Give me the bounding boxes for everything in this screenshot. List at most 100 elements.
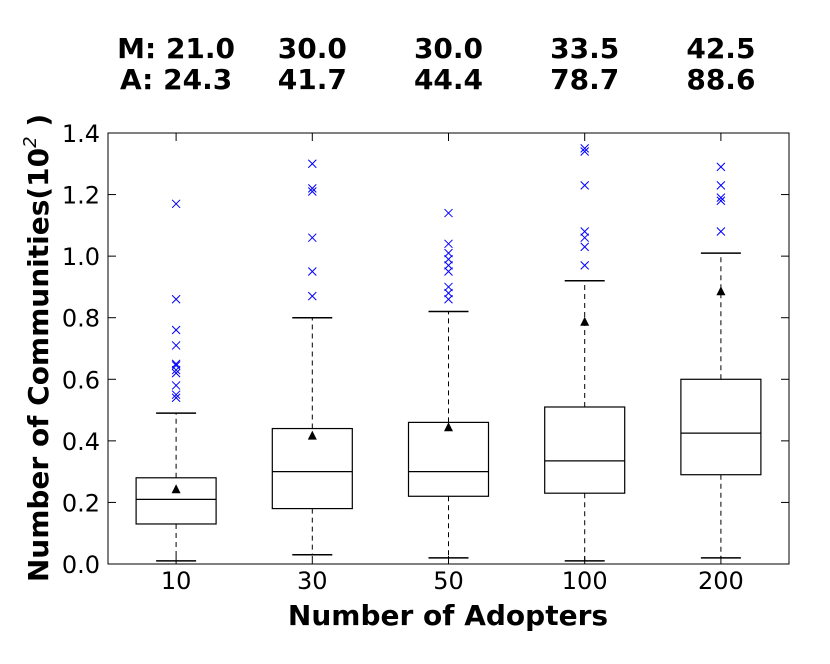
outlier-stroke [580, 144, 590, 153]
outlier-point [716, 193, 726, 203]
y-axis: 0.0 0.2 0.4 0.6 0.8 1.0 1.2 1.4 [62, 120, 789, 579]
outlier-point [580, 180, 590, 190]
outlier-stroke [307, 267, 317, 276]
outlier-point [580, 242, 590, 252]
x-axis: 10 30 50 100 200 [161, 133, 744, 595]
outlier-point [444, 288, 453, 298]
outlier-stroke [716, 193, 726, 203]
outlier-point [444, 282, 453, 292]
median-stat-label: 42.5 [686, 32, 755, 65]
outlier-point [171, 368, 181, 378]
box-10 [135, 199, 217, 562]
x-tick-label: 10 [161, 567, 192, 595]
y-axis-label-exponent: 2 [20, 136, 41, 147]
outlier-point [444, 208, 453, 218]
outlier-stroke [171, 294, 181, 304]
mean-stat-label: 41.7 [278, 63, 347, 96]
outlier-stroke [716, 196, 726, 206]
outlier-stroke [444, 239, 453, 249]
outlier-point [171, 390, 181, 400]
outlier-point [307, 233, 317, 243]
x-tick-label: 30 [297, 567, 328, 595]
outlier-stroke [171, 393, 181, 403]
y-axis-label: Number of Communities(102 ) [20, 114, 55, 582]
outlier-point [171, 359, 181, 369]
box-iqr [271, 427, 353, 510]
outlier-stroke [171, 390, 181, 400]
x-tick-label: 100 [562, 567, 608, 595]
outlier-point [716, 196, 726, 206]
outlier-stroke [171, 368, 181, 378]
outlier-stroke [171, 325, 181, 335]
box-series [135, 144, 762, 562]
outlier-stroke [580, 242, 590, 252]
outlier-stroke [716, 180, 726, 190]
box-100 [544, 144, 626, 562]
outlier-point [444, 248, 453, 258]
outlier-point [716, 162, 726, 172]
outlier-point [171, 199, 181, 209]
mean-stat-label: 44.4 [414, 63, 483, 96]
median-stat-label: 30.0 [278, 32, 347, 65]
median-stat-label: 30.0 [414, 32, 483, 65]
outlier-stroke [171, 365, 181, 375]
box-30 [271, 159, 353, 556]
outlier-point [307, 159, 317, 169]
x-axis-label: Number of Adopters [288, 599, 608, 632]
outlier-point [444, 254, 453, 264]
outlier-point [580, 147, 590, 156]
outlier-point [171, 294, 181, 304]
outlier-stroke [307, 159, 317, 169]
outlier-stroke [444, 261, 453, 270]
outlier-stroke [307, 233, 317, 243]
outlier-stroke [171, 341, 181, 350]
outlier-point [171, 361, 181, 370]
outlier-stroke [716, 162, 726, 172]
outlier-point [307, 291, 317, 301]
x-tick-label: 50 [433, 567, 464, 595]
outlier-stroke [171, 199, 181, 209]
y-axis-label-text: Number of Communities(10 [22, 148, 55, 582]
mean-marker [580, 316, 590, 326]
outlier-point [171, 325, 181, 335]
y-tick-label: 1.0 [62, 243, 100, 271]
outlier-stroke [307, 184, 317, 193]
box-200 [680, 162, 762, 559]
outlier-point [171, 365, 181, 375]
outlier-stroke [307, 291, 317, 301]
mean-marker [444, 422, 453, 432]
outlier-point [171, 381, 181, 390]
outlier-point [580, 233, 590, 243]
mean-stat-label: A: 24.3 [120, 63, 232, 96]
outlier-stroke [580, 180, 590, 190]
outlier-stroke [444, 208, 453, 218]
outlier-stroke [444, 254, 453, 264]
y-tick-label: 0.4 [62, 428, 100, 456]
outlier-stroke [444, 248, 453, 258]
x-tick-label: 200 [698, 567, 744, 595]
mean-marker [307, 430, 317, 440]
outlier-stroke [716, 227, 726, 236]
mean-marker [171, 484, 181, 494]
outlier-point [307, 187, 317, 196]
box-iqr [544, 406, 626, 494]
outlier-stroke [171, 381, 181, 390]
mean-marker [716, 286, 726, 296]
outlier-point [307, 267, 317, 276]
outlier-point [171, 341, 181, 350]
median-stat-label: M: 21.0 [117, 32, 235, 65]
outlier-stroke [444, 267, 453, 276]
y-tick-label: 0.8 [62, 305, 100, 333]
outlier-point [580, 144, 590, 153]
outlier-point [444, 261, 453, 270]
y-tick-label: 1.2 [62, 182, 100, 210]
outlier-stroke [444, 288, 453, 298]
y-tick-label: 0.2 [62, 489, 100, 517]
y-tick-label: 0.6 [62, 366, 100, 394]
outlier-stroke [307, 187, 317, 196]
outlier-point [716, 227, 726, 236]
outlier-stroke [444, 294, 453, 304]
box-iqr [680, 378, 762, 476]
outlier-stroke [580, 147, 590, 156]
